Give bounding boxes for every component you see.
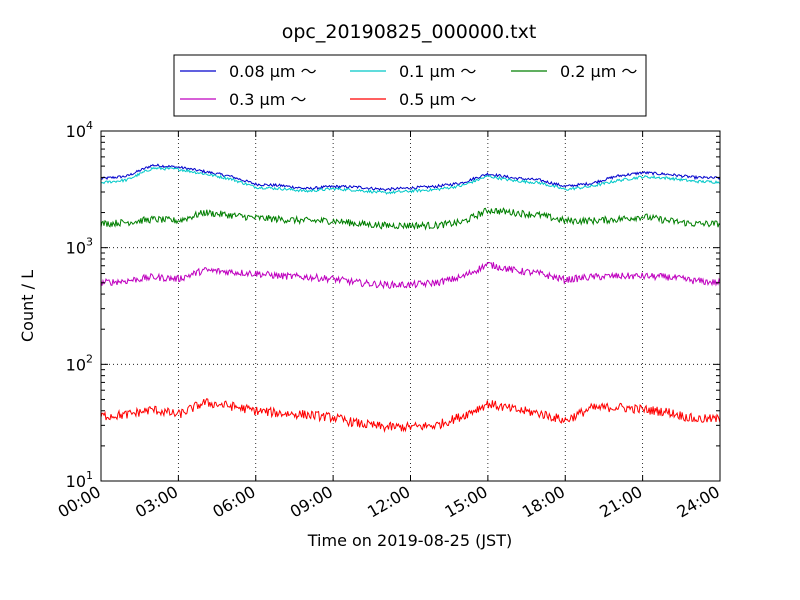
series-line — [100, 163, 721, 192]
y-tick-label: 102 — [66, 352, 93, 374]
legend-label: 0.5 μm ～ — [399, 90, 476, 109]
legend: 0.08 μm ～ 0.1 μm ～ 0.2 μm ～ 0.3 μm ～ 0.5 μm … — [173, 54, 647, 117]
series-line — [100, 207, 721, 231]
x-tick-labels: 00:00 03:00 06:00 09:00 12:00 15:00 18:00 21:00… — [55, 482, 723, 522]
x-tick-label: 09:00 — [287, 482, 336, 522]
series-line — [100, 166, 721, 195]
x-tick-label: 24:00 — [674, 482, 723, 522]
y-tick-labels: 101 102 103 104 — [66, 119, 93, 491]
y-axis-label: Count / L — [18, 270, 37, 342]
series-line — [100, 261, 721, 290]
legend-box — [173, 54, 647, 117]
legend-label: 0.08 μm ～ — [229, 62, 317, 81]
x-tick-label: 21:00 — [596, 482, 645, 522]
legend-label: 0.3 μm ～ — [229, 90, 306, 109]
y-tick-label: 101 — [66, 469, 93, 491]
x-tick-label: 06:00 — [209, 482, 258, 522]
legend-label: 0.2 μm ～ — [560, 62, 637, 81]
series-line — [100, 398, 721, 433]
x-tick-label: 18:00 — [519, 482, 568, 522]
x-tick-label: 03:00 — [132, 482, 181, 522]
y-tick-label: 104 — [66, 119, 93, 141]
legend-label: 0.1 μm ～ — [399, 62, 476, 81]
x-tick-label: 15:00 — [441, 482, 490, 522]
chart-title: opc_20190825_000000.txt — [282, 21, 537, 43]
ticks — [100, 130, 721, 482]
y-tick-label: 103 — [66, 236, 93, 258]
series-group — [100, 163, 721, 433]
x-axis-label: Time on 2019-08-25 (JST) — [307, 531, 512, 550]
x-tick-label: 12:00 — [364, 482, 413, 522]
